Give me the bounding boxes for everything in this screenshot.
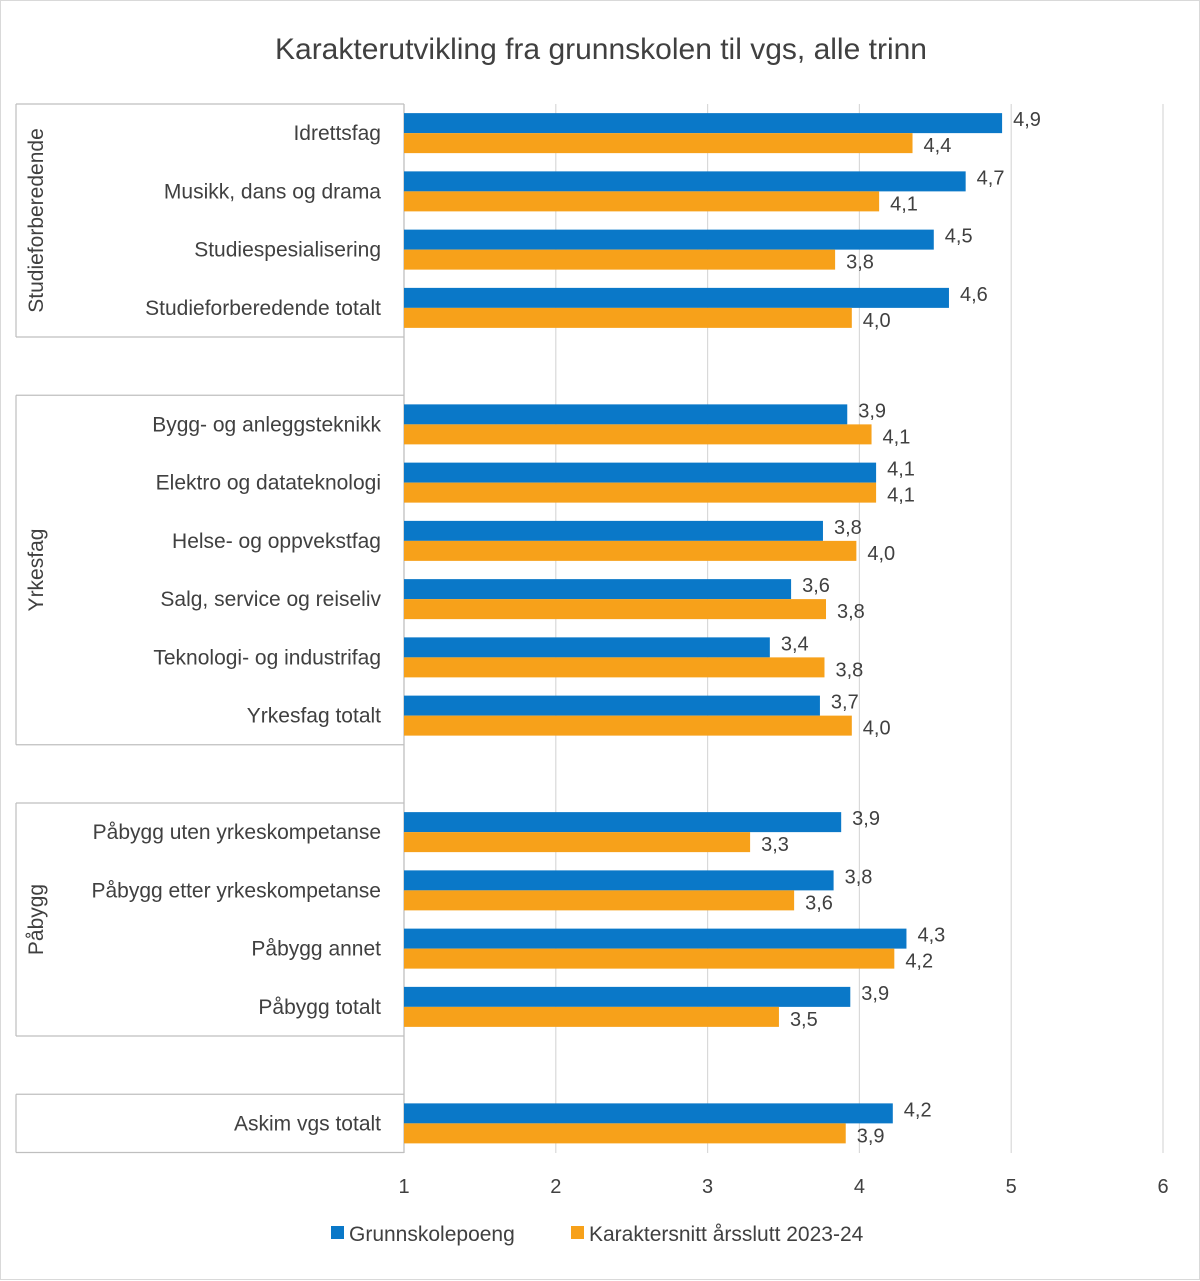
data-label: 3,6 <box>805 892 833 914</box>
data-label: 4,6 <box>960 284 988 306</box>
data-label: 4,2 <box>905 951 933 973</box>
bar-karaktersnitt <box>404 540 857 561</box>
bar-grunnskolepoeng <box>404 812 842 833</box>
category-label: Yrkesfag totalt <box>247 705 381 728</box>
data-label: 3,8 <box>845 866 873 888</box>
group-label: Studieforberedende <box>25 128 48 312</box>
bar-karaktersnitt <box>404 948 895 969</box>
data-label: 3,9 <box>858 400 886 422</box>
data-label: 4,4 <box>924 135 952 157</box>
bar-grunnskolepoeng <box>404 1103 893 1124</box>
legend-label: Grunnskolepoeng <box>349 1223 515 1246</box>
bar-grunnskolepoeng <box>404 113 1003 134</box>
x-tick-label: 2 <box>550 1176 561 1198</box>
data-label: 3,8 <box>837 601 865 623</box>
x-tick-label: 6 <box>1157 1176 1168 1198</box>
data-label: 3,8 <box>834 517 862 539</box>
data-label: 4,0 <box>863 310 891 332</box>
x-tick-label: 5 <box>1006 1176 1017 1198</box>
data-label: 3,9 <box>857 1125 885 1147</box>
bar-karaktersnitt <box>404 657 825 678</box>
bar-karaktersnitt <box>404 890 795 911</box>
bar-grunnskolepoeng <box>404 404 848 425</box>
data-label: 3,4 <box>781 633 809 655</box>
bar-grunnskolepoeng <box>404 870 834 891</box>
data-label: 4,2 <box>904 1099 932 1121</box>
category-label: Bygg- og anleggsteknikk <box>152 413 381 436</box>
bar-grunnskolepoeng <box>404 229 934 250</box>
chart-title: Karakterutvikling fra grunnskolen til vg… <box>275 33 927 66</box>
data-label: 3,9 <box>852 808 880 830</box>
bar-grunnskolepoeng <box>404 637 770 658</box>
data-label: 4,5 <box>945 226 973 248</box>
bar-karaktersnitt <box>404 715 852 736</box>
bar-grunnskolepoeng <box>404 462 877 483</box>
bar-grunnskolepoeng <box>404 928 907 949</box>
bar-grunnskolepoeng <box>404 171 966 192</box>
data-label: 3,7 <box>831 692 859 714</box>
category-label: Påbygg etter yrkeskompetanse <box>92 879 382 902</box>
legend-label: Karaktersnitt årsslutt 2023-24 <box>589 1223 864 1246</box>
data-label: 3,5 <box>790 1009 818 1031</box>
bar-grunnskolepoeng <box>404 695 820 716</box>
bar-grunnskolepoeng <box>404 520 823 541</box>
data-label: 4,3 <box>917 925 945 947</box>
data-label: 4,9 <box>1013 109 1041 131</box>
category-label: Askim vgs totalt <box>234 1112 381 1135</box>
bar-grunnskolepoeng <box>404 287 949 308</box>
category-label: Studiespesialisering <box>194 239 381 262</box>
group-label: Yrkesfag <box>25 529 48 612</box>
category-label: Elektro og datateknologi <box>156 472 381 495</box>
legend-swatch <box>571 1226 584 1239</box>
bar-karaktersnitt <box>404 249 836 270</box>
data-label: 3,9 <box>861 983 889 1005</box>
bar-karaktersnitt <box>404 191 880 212</box>
category-label: Helse- og oppvekstfag <box>172 530 381 553</box>
bar-karaktersnitt <box>404 307 852 328</box>
group-label: Påbygg <box>25 884 48 955</box>
data-label: 3,8 <box>846 252 874 274</box>
category-label: Teknologi- og industrifag <box>153 646 381 669</box>
bar-karaktersnitt <box>404 482 877 503</box>
category-label: Musikk, dans og drama <box>164 180 381 203</box>
data-label: 4,1 <box>887 459 915 481</box>
data-label: 3,6 <box>802 575 830 597</box>
data-label: 4,7 <box>977 167 1005 189</box>
bar-karaktersnitt <box>404 424 872 445</box>
category-label: Påbygg uten yrkeskompetanse <box>93 821 381 844</box>
bar-karaktersnitt <box>404 599 827 620</box>
bar-grunnskolepoeng <box>404 579 792 600</box>
x-tick-label: 4 <box>854 1176 865 1198</box>
data-label: 3,3 <box>761 834 789 856</box>
bar-karaktersnitt <box>404 1123 846 1144</box>
bar-grunnskolepoeng <box>404 986 851 1007</box>
category-label: Påbygg annet <box>251 938 381 961</box>
category-label: Salg, service og reiseliv <box>160 588 381 611</box>
x-tick-label: 3 <box>702 1176 713 1198</box>
data-label: 4,1 <box>883 426 911 448</box>
data-label: 4,0 <box>867 543 895 565</box>
bar-karaktersnitt <box>404 1006 779 1027</box>
data-label: 3,8 <box>835 659 863 681</box>
data-label: 4,0 <box>863 718 891 740</box>
category-label: Studieforberedende totalt <box>145 297 381 320</box>
x-tick-label: 1 <box>398 1176 409 1198</box>
category-label: Idrettsfag <box>293 122 381 145</box>
bar-karaktersnitt <box>404 832 751 853</box>
data-label: 4,1 <box>890 193 918 215</box>
legend-swatch <box>331 1226 344 1239</box>
bar-karaktersnitt <box>404 133 913 154</box>
data-label: 4,1 <box>887 485 915 507</box>
category-label: Påbygg totalt <box>258 996 381 1019</box>
